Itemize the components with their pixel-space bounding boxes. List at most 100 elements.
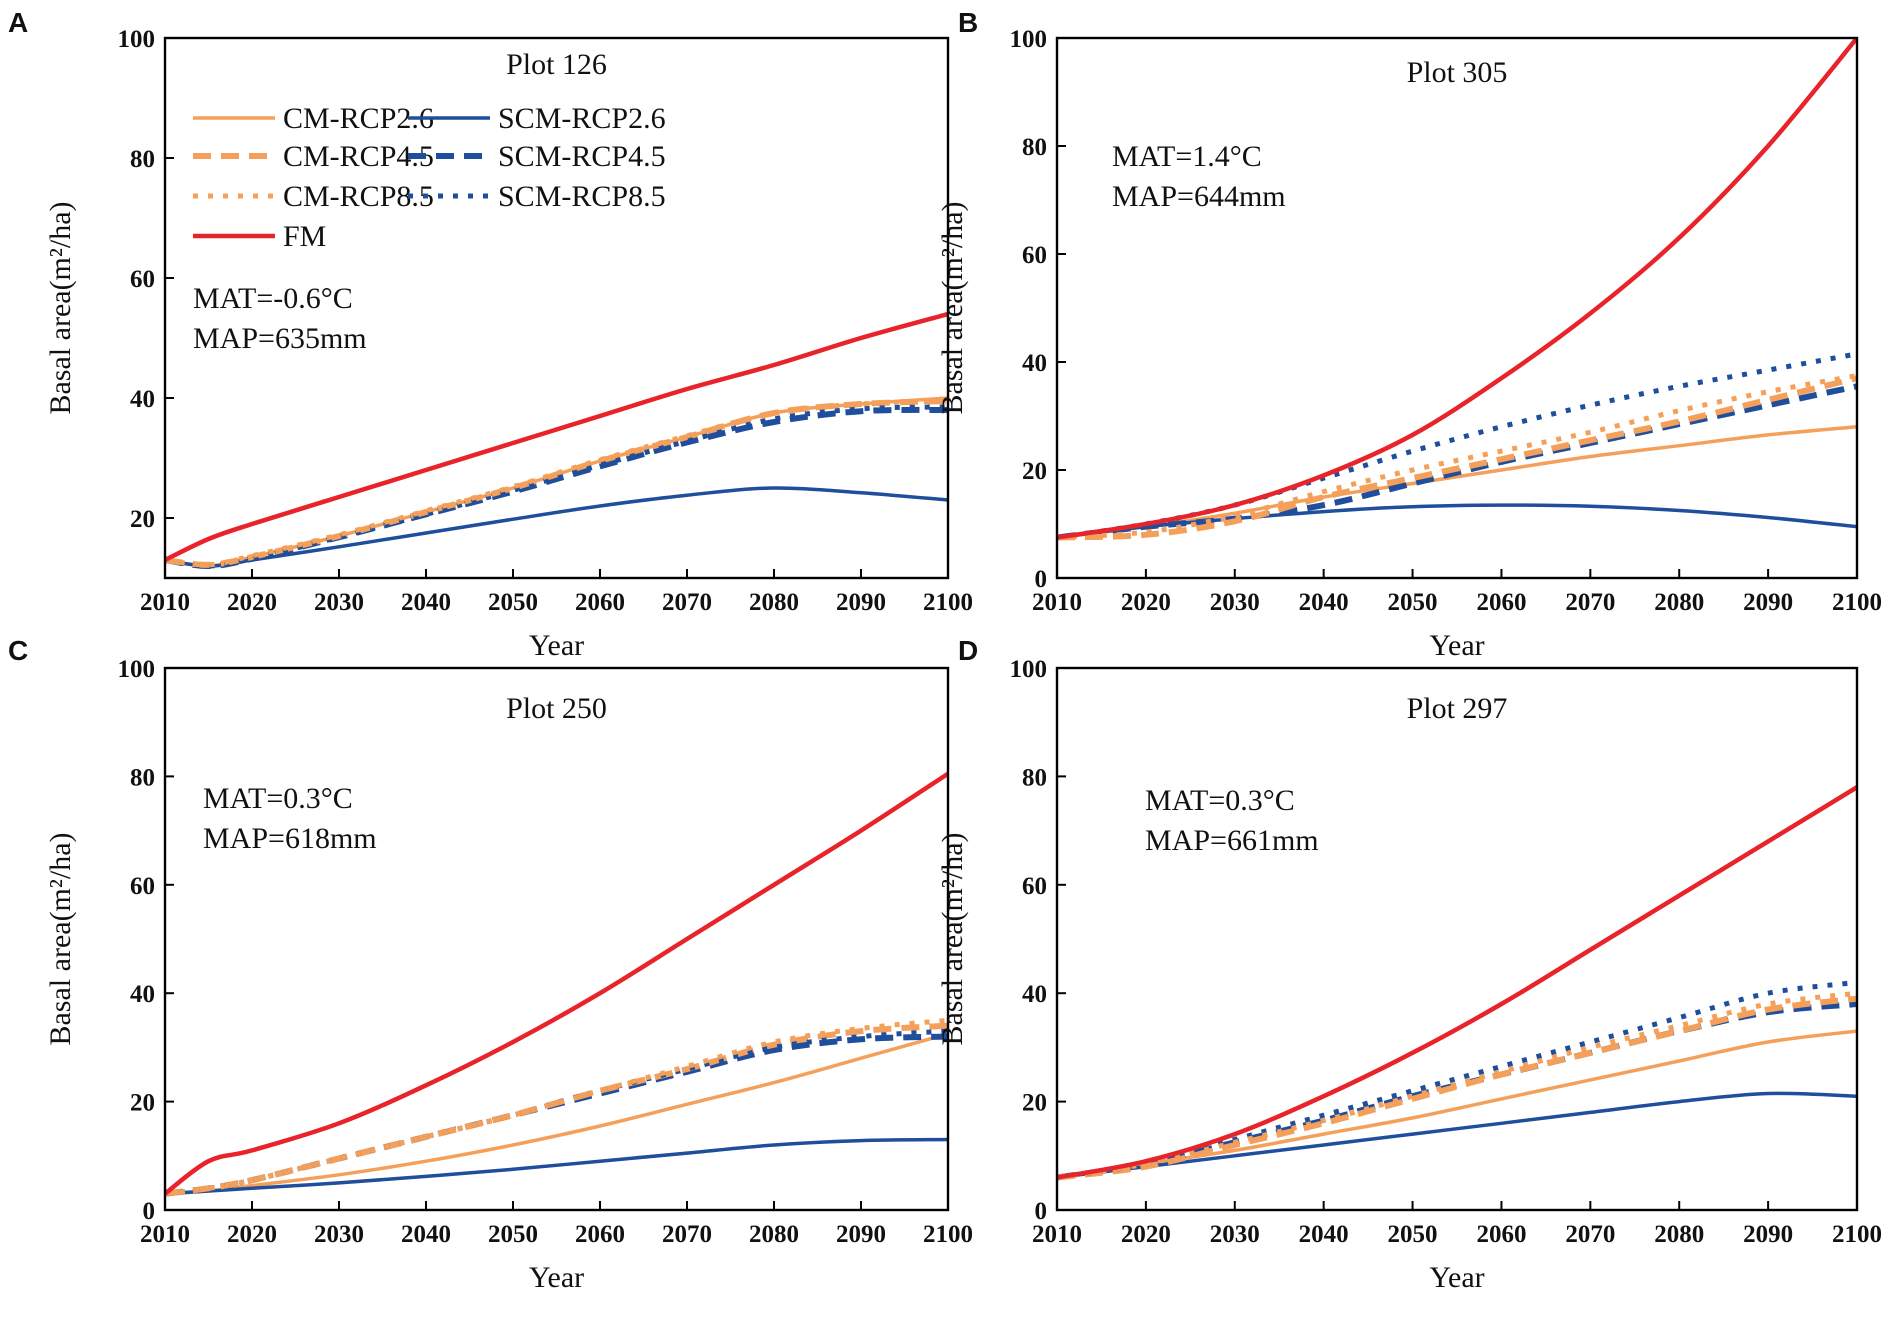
x-tick-label: 2070 <box>1565 1221 1615 1248</box>
y-tick-label: 0 <box>1035 1198 1048 1225</box>
x-tick-label: 2020 <box>1121 589 1171 616</box>
x-tick-label: 2090 <box>1743 589 1793 616</box>
y-tick-label: 20 <box>1022 458 1047 485</box>
y-axis-label: Basal area(m²/ha) <box>44 832 77 1045</box>
x-tick-label: 2050 <box>1388 589 1438 616</box>
panel-letter: B <box>958 7 978 38</box>
series-line-scm85 <box>1057 979 1857 1180</box>
x-tick-label: 2080 <box>749 589 799 616</box>
panel-letter: D <box>958 635 978 666</box>
series-group <box>1057 784 1857 1181</box>
y-tick-label: 80 <box>130 146 155 173</box>
climate-annotation: MAP=644mm <box>1112 180 1286 213</box>
y-tick-label: 100 <box>1010 26 1048 53</box>
x-tick-label: 2090 <box>836 1221 886 1248</box>
x-tick-label: 2060 <box>575 1221 625 1248</box>
x-tick-label: 2100 <box>1832 1221 1882 1248</box>
x-tick-label: 2040 <box>401 1221 451 1248</box>
series-line-cm85 <box>165 398 948 568</box>
plot-frame <box>163 666 950 1212</box>
y-axis-label: Basal area(m²/ha) <box>936 201 969 414</box>
y-tick-label: 60 <box>1022 873 1047 900</box>
x-tick-label: 2050 <box>1388 1221 1438 1248</box>
series-line-cm26 <box>1057 425 1857 540</box>
y-tick-label: 40 <box>1022 981 1047 1008</box>
y-tick-label: 40 <box>130 981 155 1008</box>
y-tick-label: 100 <box>118 26 156 53</box>
climate-annotation: MAT=-0.6°C <box>193 282 353 315</box>
x-tick-label: 2060 <box>1476 1221 1526 1248</box>
climate-annotation: MAT=0.3°C <box>1145 784 1295 817</box>
x-tick-label: 2100 <box>923 589 973 616</box>
panel-title: Plot 250 <box>506 692 607 725</box>
y-tick-label: 20 <box>130 1090 155 1117</box>
x-tick-label: 2020 <box>1121 1221 1171 1248</box>
y-tick-label: 20 <box>1022 1090 1047 1117</box>
panel-title: Plot 126 <box>506 48 607 81</box>
series-group <box>1057 38 1857 541</box>
series-line-cm85 <box>165 1017 948 1197</box>
x-tick-label: 2060 <box>575 589 625 616</box>
y-tick-label: 80 <box>1022 764 1047 791</box>
legend-label: SCM-RCP8.5 <box>498 180 666 213</box>
series-line-fm <box>165 771 948 1196</box>
y-tick-label: 60 <box>1022 242 1047 269</box>
climate-annotation: MAP=661mm <box>1145 824 1319 857</box>
x-axis-label: Year <box>1429 629 1484 662</box>
x-tick-label: 2070 <box>1565 589 1615 616</box>
x-axis-label: Year <box>529 1261 584 1294</box>
series-line-cm45 <box>1057 995 1857 1181</box>
y-tick-label: 0 <box>143 1198 156 1225</box>
x-tick-label: 2010 <box>140 589 190 616</box>
series-group <box>165 311 948 570</box>
series-line-scm26 <box>1057 503 1857 540</box>
x-tick-label: 2050 <box>488 1221 538 1248</box>
x-tick-label: 2030 <box>1210 589 1260 616</box>
x-tick-label: 2070 <box>662 1221 712 1248</box>
series-line-cm45 <box>165 1022 948 1197</box>
climate-annotation: MAP=635mm <box>193 322 367 355</box>
x-tick-label: 2080 <box>1654 1221 1704 1248</box>
x-tick-label: 2050 <box>488 589 538 616</box>
series-line-cm26 <box>1057 1029 1857 1180</box>
x-tick-label: 2030 <box>1210 1221 1260 1248</box>
x-tick-label: 2100 <box>923 1221 973 1248</box>
legend-label: SCM-RCP2.6 <box>498 102 666 135</box>
panel-letter: A <box>8 7 28 38</box>
series-group <box>165 771 948 1197</box>
legend-label: FM <box>283 220 326 253</box>
series-line-scm45 <box>165 406 948 570</box>
x-tick-label: 2080 <box>1654 589 1704 616</box>
x-tick-label: 2030 <box>314 589 364 616</box>
y-axis-label: Basal area(m²/ha) <box>44 201 77 414</box>
x-tick-label: 2060 <box>1476 589 1526 616</box>
series-line-cm45 <box>1057 375 1857 541</box>
x-tick-label: 2080 <box>749 1221 799 1248</box>
y-tick-label: 40 <box>130 386 155 413</box>
x-tick-label: 2070 <box>662 589 712 616</box>
series-line-cm85 <box>1057 990 1857 1180</box>
x-axis-label: Year <box>529 629 584 662</box>
series-line-scm26 <box>165 1137 948 1196</box>
series-line-fm <box>165 311 948 563</box>
plot-frame <box>1055 36 1859 580</box>
climate-annotation: MAT=0.3°C <box>203 782 353 815</box>
y-tick-label: 40 <box>1022 350 1047 377</box>
x-tick-label: 2040 <box>401 589 451 616</box>
y-tick-label: 60 <box>130 266 155 293</box>
panel-letter: C <box>8 635 28 666</box>
x-tick-label: 2020 <box>227 1221 277 1248</box>
x-tick-label: 2040 <box>1299 1221 1349 1248</box>
x-tick-label: 2100 <box>1832 589 1882 616</box>
x-tick-label: 2010 <box>140 1221 190 1248</box>
x-tick-label: 2090 <box>836 589 886 616</box>
x-tick-label: 2090 <box>1743 1221 1793 1248</box>
series-line-scm26 <box>1057 1091 1857 1180</box>
plot-frame <box>1055 666 1859 1212</box>
x-tick-label: 2010 <box>1032 589 1082 616</box>
